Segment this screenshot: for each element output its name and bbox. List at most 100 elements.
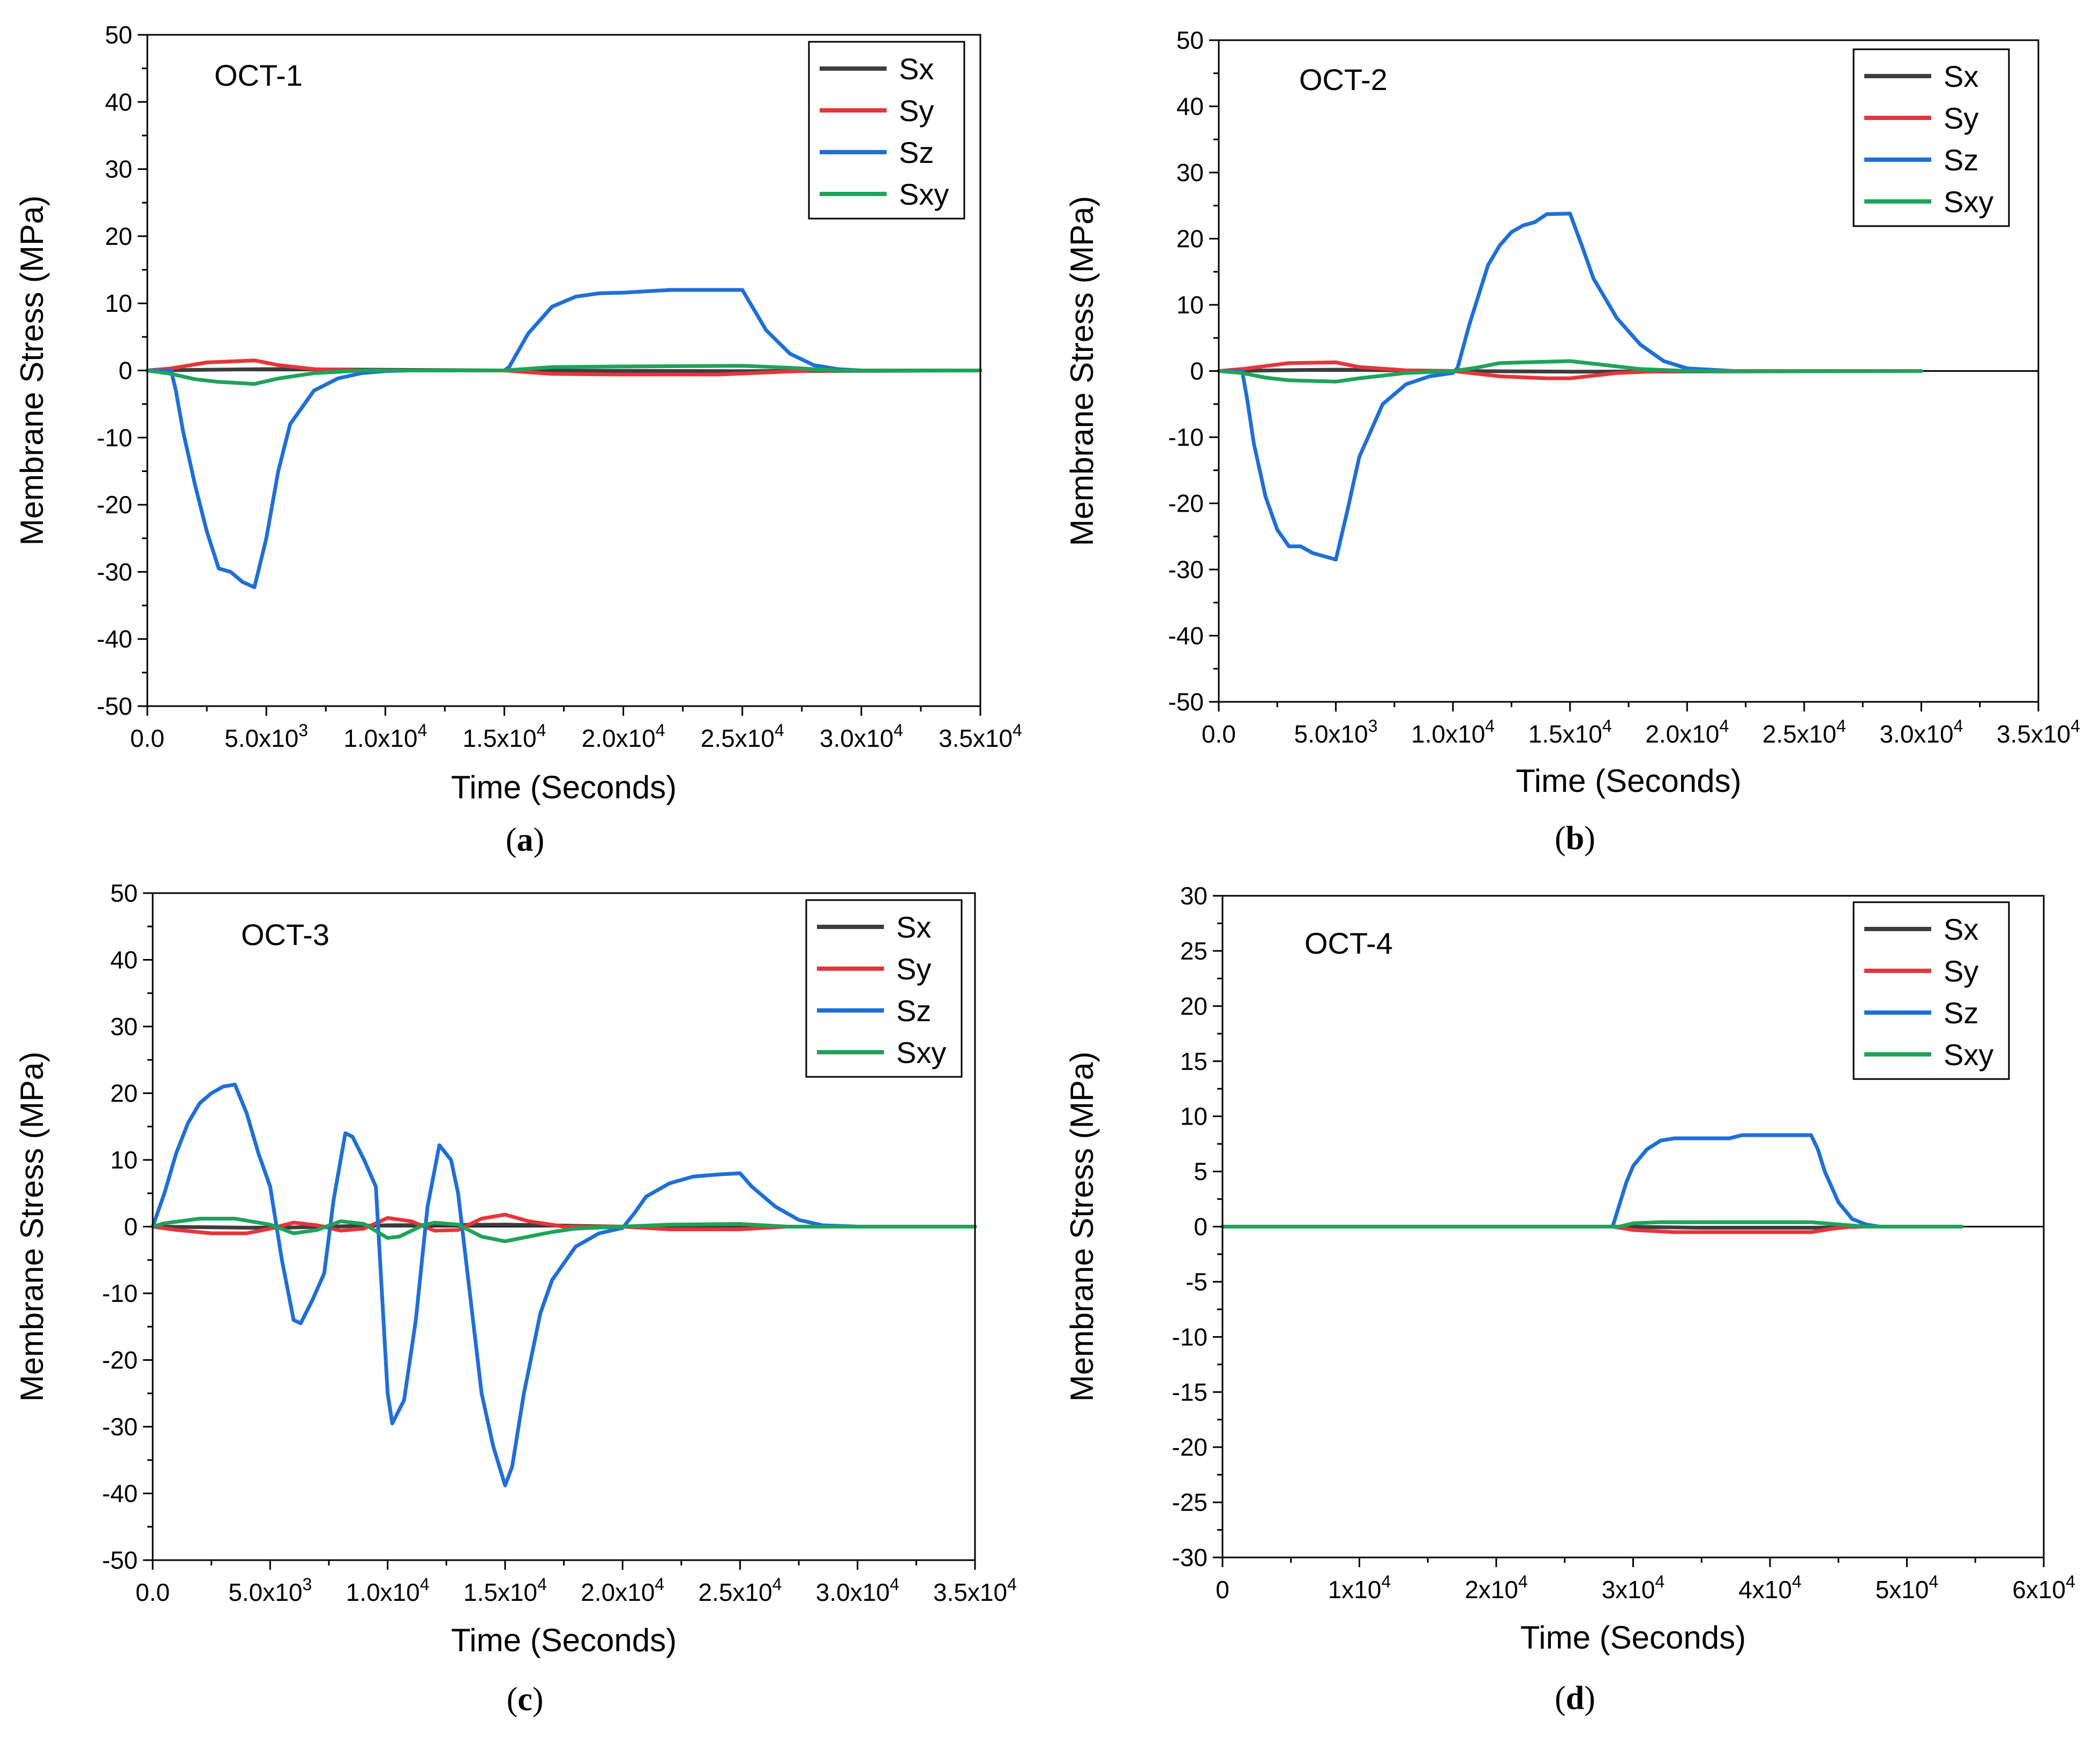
x-tick-label: 4x104 [1738,1572,1802,1604]
y-axis-title: Membrane Stress (MPa) [1064,1052,1100,1402]
y-tick-label: 0 [118,357,132,385]
y-tick-label: 50 [1176,26,1204,54]
legend-label-sx: Sx [1944,59,1978,93]
legend-box [1852,901,2010,1080]
chart-title: OCT-4 [1304,926,1393,960]
y-tick-label: -40 [97,625,132,653]
legend-label-sy: Sy [899,94,934,128]
y-tick-label: 40 [105,88,132,116]
series-line-sxy [1220,1220,1964,1228]
legend-box [805,899,963,1078]
legend-label-sz: Sz [1944,996,1978,1030]
legend: Sx Sy Sz Sxy [1852,901,2010,1080]
x-tick-label: 0.0 [1202,720,1236,748]
y-tick-label: 30 [110,1013,138,1040]
legend-label-sx: Sx [899,52,934,86]
panel-b: -50 -40 -30 -20 -10 0 10 20 30 40 50 0.0 5.0x103 1.0x… [1050,0,2100,869]
x-tick-label: 2.5x104 [698,1575,782,1606]
x-tick-label: 1.5x104 [1528,716,1612,748]
x-tick-label: 3x104 [1602,1572,1665,1604]
x-axis-title: Time (Seconds) [451,1622,677,1658]
y-tick-label: 40 [110,946,138,974]
y-tick-label: 10 [110,1146,138,1174]
x-tick-label: 1.0x104 [346,1575,430,1606]
x-tick-label: 1.5x104 [462,721,546,752]
chart-svg: -50 -40 -30 -20 -10 0 10 20 30 40 50 0.0 5.0x103 1.0x… [14,879,1017,1718]
legend-label-sy: Sy [1944,101,1978,135]
legend: Sx Sy Sz Sxy [808,41,965,220]
y-tick-label: -10 [1172,1323,1208,1351]
y-tick-label: -25 [1172,1488,1208,1516]
panel-caption: (b) [1555,820,1595,857]
series-line-sxy [145,364,982,386]
y-tick-label: -50 [1168,688,1204,716]
y-axis-title: Membrane Stress (MPa) [14,1052,50,1402]
panel-caption: (a) [506,822,544,858]
y-tick-label: 0 [1194,1213,1208,1241]
x-tick-label: 0 [1216,1576,1229,1604]
legend-label-sxy: Sxy [899,177,949,211]
legend-label-sxy: Sxy [1944,185,1993,219]
y-tick-label: -10 [102,1279,138,1307]
x-tick-label: 5.0x103 [1294,716,1378,748]
y-axis-title: Membrane Stress (MPa) [14,196,50,546]
legend: Sx Sy Sz Sxy [805,899,963,1078]
x-tick-label: 1.0x104 [1411,716,1495,748]
y-tick-label: -15 [1172,1378,1208,1406]
legend-box [1852,48,2010,227]
y-tick-label: 50 [110,879,138,907]
y-tick-label: -30 [1172,1544,1208,1571]
x-tick-label: 5x104 [1876,1572,1939,1604]
y-tick-label: 25 [1180,937,1208,965]
x-tick-label: 1.0x104 [343,721,427,752]
chart-svg: -50 -40 -30 -20 -10 0 10 20 30 40 50 0.0 5.0x103 1.0x… [1064,26,2080,857]
chart-title: OCT-2 [1299,63,1388,96]
panel-caption: (c) [507,1681,544,1718]
y-tick-label: 20 [1180,992,1208,1020]
x-tick-label: 1.5x104 [463,1575,547,1606]
x-tick-label: 0.0 [130,724,164,752]
legend-label-sz: Sz [899,136,934,169]
y-tick-label: -20 [1168,490,1204,518]
y-tick-label: -40 [1168,622,1204,650]
x-tick-label: 3.0x104 [820,721,903,752]
y-tick-label: -10 [97,424,132,452]
chart-svg: -50 -40 -30 -20 -10 0 10 20 30 40 50 0.0 5.0x103 1.0x… [14,21,1022,858]
y-tick-label: 0 [1190,357,1204,385]
y-axis-title: Membrane Stress (MPa) [1064,196,1100,546]
chart-svg: -30 -25 -20 -15 -10 -5 0 5 10 15 20 25 30 0 1x104 2x104… [1064,882,2075,1717]
x-tick-label: 5.0x103 [228,1575,312,1606]
y-tick-label: -20 [102,1346,138,1374]
series-line-sxy [151,1217,977,1243]
legend-label-sy: Sy [1944,954,1978,988]
chart-title: OCT-3 [241,918,329,952]
y-tick-label: 50 [105,21,132,49]
y-tick-label: -30 [102,1413,138,1441]
y-tick-label: -30 [97,558,132,586]
legend-label-sx: Sx [896,910,931,944]
x-tick-label: 2.5x104 [701,721,784,752]
legend-label-sy: Sy [896,952,931,986]
y-tick-label: -30 [1168,556,1204,583]
y-tick-label: 30 [1180,882,1208,910]
x-tick-label: 3.5x104 [1997,716,2080,748]
legend-label-sz: Sz [1944,143,1978,177]
series-line-sz [1217,212,1923,561]
y-tick-label: -5 [1186,1268,1208,1295]
y-tick-label: -10 [1168,423,1204,451]
series-line-sz [145,288,982,589]
x-tick-label: 2.5x104 [1762,716,1846,748]
panel-c: -50 -40 -30 -20 -10 0 10 20 30 40 50 0.0 5.0x103 1.0x… [0,869,1050,1738]
legend-label-sxy: Sxy [1944,1038,1993,1072]
y-tick-label: 20 [1176,225,1204,253]
x-tick-label: 2.0x104 [582,721,665,752]
x-tick-label: 3.5x104 [939,721,1022,752]
x-tick-label: 2x104 [1465,1572,1528,1604]
legend-label-sx: Sx [1944,912,1978,946]
y-tick-label: 30 [1176,159,1204,186]
x-axis-title: Time (Seconds) [1520,1620,1746,1655]
y-tick-label: -20 [97,491,132,519]
y-tick-label: 10 [105,289,132,317]
x-axis-title: Time (Seconds) [1516,763,1741,799]
